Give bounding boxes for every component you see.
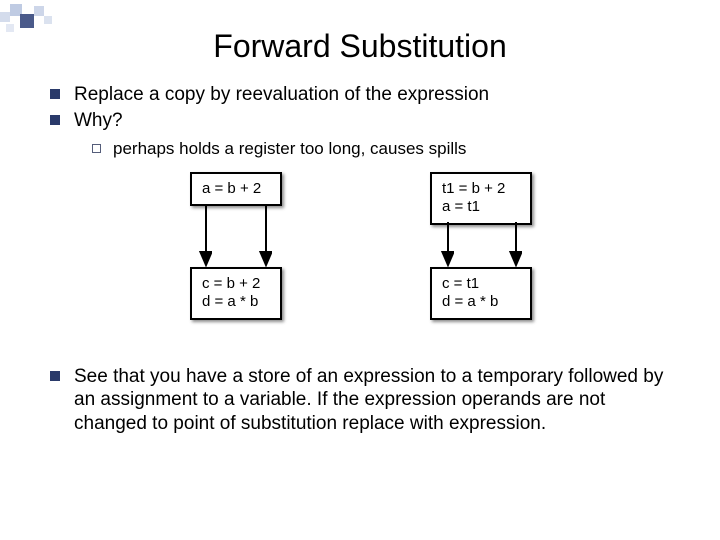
corner-decoration [0, 0, 100, 40]
slide-title: Forward Substitution [0, 0, 720, 73]
arrow-icon [50, 167, 650, 357]
bullet-item: Replace a copy by reevaluation of the ex… [50, 83, 680, 107]
sub-bullet-text: perhaps holds a register too long, cause… [113, 139, 466, 159]
bullet-icon [50, 371, 60, 381]
sub-bullet-icon [92, 144, 101, 153]
bullet-text: Why? [74, 109, 123, 133]
bullet-text: See that you have a store of an expressi… [74, 365, 680, 436]
bullet-item: See that you have a store of an expressi… [50, 365, 680, 436]
bullet-icon [50, 115, 60, 125]
diagram: a = b + 2 c = b + 2 d = a * b t1 = b + 2… [50, 167, 680, 357]
bullet-item: Why? [50, 109, 680, 133]
bullet-icon [50, 89, 60, 99]
sub-bullet-item: perhaps holds a register too long, cause… [92, 139, 680, 159]
bullet-text: Replace a copy by reevaluation of the ex… [74, 83, 489, 107]
slide-content: Replace a copy by reevaluation of the ex… [0, 73, 720, 436]
